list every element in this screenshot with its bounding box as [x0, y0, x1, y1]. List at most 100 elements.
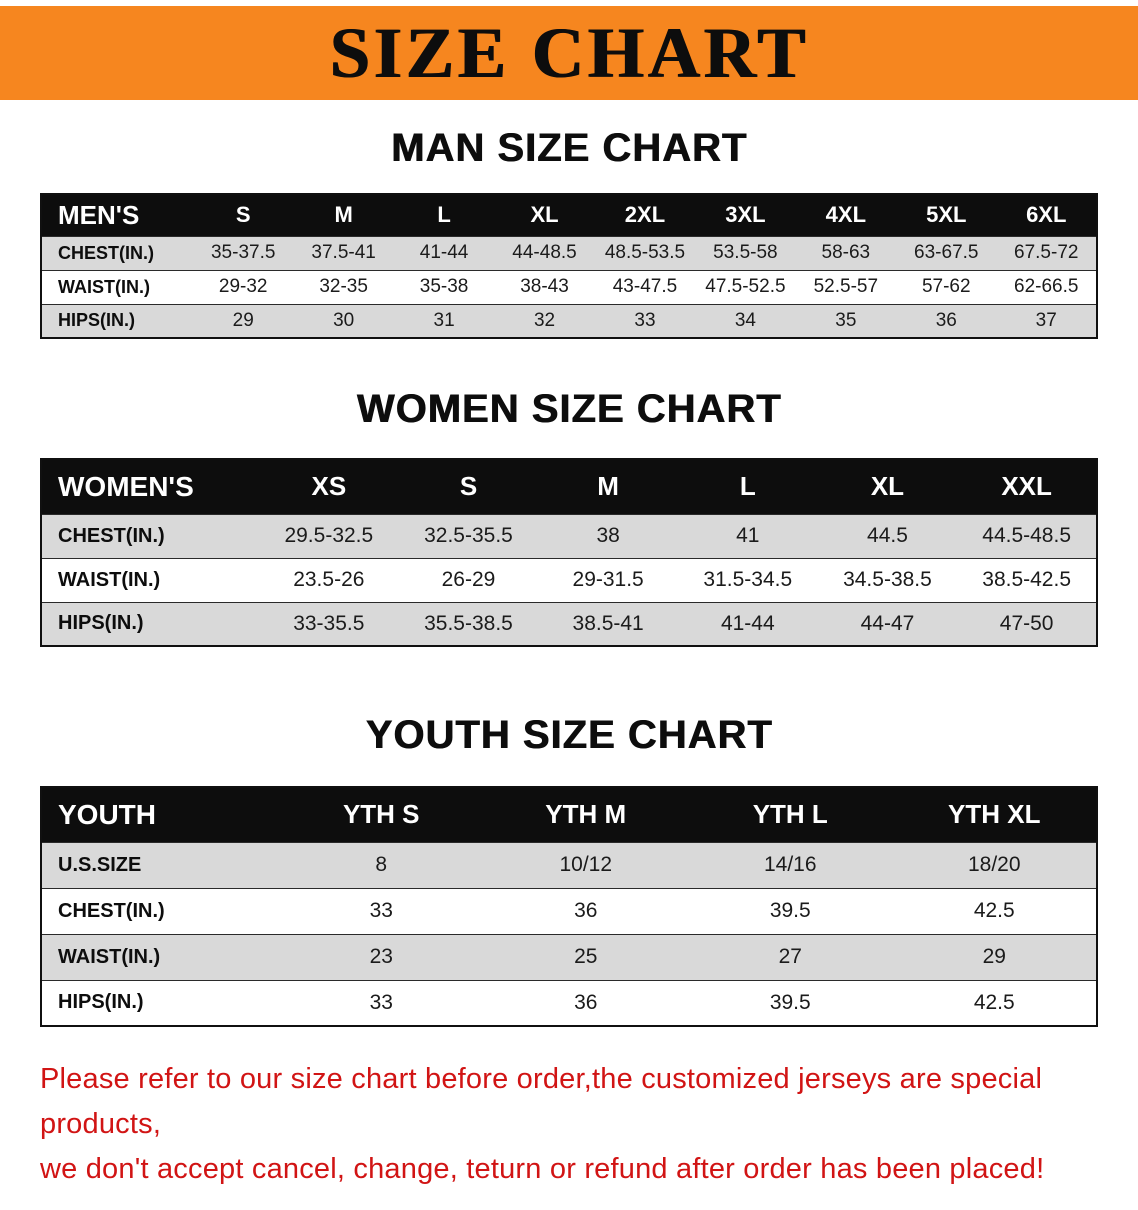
- youth-size-table: YOUTH YTH S YTH M YTH L YTH XL U.S.SIZE 8 10/12…: [40, 786, 1098, 1027]
- size-value: 62-66.5: [1014, 276, 1079, 297]
- size-value: 29: [982, 945, 1006, 968]
- row-label: HIPS(IN.): [58, 991, 144, 1014]
- disclaimer: Please refer to our size chart before or…: [0, 1057, 1138, 1210]
- size-value: 37: [1035, 309, 1057, 331]
- youth-size-column-header: YTH XL: [948, 799, 1041, 830]
- row-label: WAIST(IN.): [58, 568, 161, 591]
- size-value: 27: [778, 945, 802, 968]
- women-size-chart-section: WOMEN SIZE CHART WOMEN'S XS S M L XL XXL CHEST(…: [0, 387, 1138, 647]
- size-value: 41-44: [419, 242, 469, 263]
- women-corner-label: WOMEN'S: [58, 470, 194, 502]
- women-size-table: WOMEN'S XS S M L XL XXL CHEST(IN.) 29.5-32.5 32.5…: [40, 458, 1098, 647]
- size-value: 36: [574, 990, 598, 1014]
- size-value: 38.5-42.5: [982, 568, 1072, 591]
- size-value: 53.5-58: [713, 242, 778, 263]
- size-value: 44.5-48.5: [982, 524, 1072, 547]
- size-value: 14/16: [763, 853, 817, 876]
- youth-size-column-header: YTH L: [752, 799, 828, 830]
- row-label: WAIST(IN.): [58, 276, 150, 297]
- men-table-row: WAIST(IN.) 29-32 32-35 35-38 38-43 43-47.5 47.…: [41, 270, 1097, 304]
- size-value: 44-48.5: [512, 242, 577, 263]
- size-value: 47.5-52.5: [705, 276, 786, 297]
- size-value: 25: [574, 945, 598, 968]
- men-table-row: CHEST(IN.) 35-37.5 37.5-41 41-44 44-48.5 48.5…: [41, 236, 1097, 270]
- men-size-column-header: M: [334, 202, 353, 228]
- women-size-column-header: S: [459, 471, 478, 502]
- size-value: 31: [433, 309, 455, 331]
- size-value: 44.5: [867, 524, 908, 547]
- size-value: 10/12: [559, 853, 613, 876]
- women-section-title: WOMEN SIZE CHART: [356, 387, 782, 431]
- size-value: 39.5: [769, 990, 811, 1014]
- women-table-row: HIPS(IN.) 33-35.5 35.5-38.5 38.5-41 41-44 44-…: [41, 602, 1097, 646]
- men-size-column-header: S: [235, 202, 251, 228]
- size-value: 32: [533, 309, 556, 331]
- row-label: U.S.SIZE: [58, 853, 142, 876]
- row-label: CHEST(IN.): [58, 524, 165, 547]
- size-value: 36: [574, 899, 598, 922]
- women-header-row: WOMEN'S XS S M L XL XXL: [41, 459, 1097, 514]
- banner: SIZE CHART: [0, 6, 1138, 100]
- row-label: WAIST(IN.): [58, 945, 161, 968]
- women-size-column-header: XXL: [1001, 471, 1052, 502]
- size-value: 34: [734, 309, 756, 331]
- men-size-table: MEN'S S M L XL 2XL 3XL 4XL 5XL 6XL CHEST(IN.) 35-37…: [40, 193, 1098, 339]
- size-value: 23: [369, 945, 393, 968]
- size-value: 58-63: [821, 242, 871, 263]
- size-value: 26-29: [441, 568, 496, 591]
- youth-size-column-header: YTH M: [545, 799, 627, 830]
- size-value: 30: [333, 309, 355, 331]
- youth-size-chart-section: YOUTH SIZE CHART YOUTH YTH S YTH M YTH L YTH…: [0, 713, 1138, 1027]
- size-value: 36: [935, 309, 957, 331]
- women-size-column-header: M: [597, 471, 619, 502]
- size-value: 33-35.5: [293, 611, 365, 635]
- size-value: 41: [736, 524, 760, 547]
- disclaimer-line-1: Please refer to our size chart before or…: [40, 1063, 1043, 1140]
- size-value: 38-43: [520, 276, 569, 297]
- men-size-column-header: 2XL: [624, 202, 666, 228]
- size-value: 42.5: [973, 899, 1015, 922]
- page-title: SIZE CHART: [329, 13, 809, 93]
- size-value: 43-47.5: [612, 276, 678, 297]
- size-value: 18/20: [967, 853, 1021, 876]
- size-value: 29-32: [218, 276, 268, 297]
- women-size-column-header: XL: [870, 471, 905, 502]
- youth-table-row: CHEST(IN.) 33 36 39.5 42.5: [41, 888, 1097, 934]
- row-label: CHEST(IN.): [58, 242, 154, 263]
- size-value: 37.5-41: [311, 242, 376, 263]
- row-label: CHEST(IN.): [58, 899, 165, 922]
- youth-table-row: WAIST(IN.) 23 25 27 29: [41, 934, 1097, 980]
- size-value: 8: [375, 853, 388, 876]
- men-size-column-header: 4XL: [825, 202, 867, 228]
- size-value: 47-50: [999, 611, 1054, 635]
- men-section-title: MAN SIZE CHART: [390, 126, 748, 170]
- size-chart-page: SIZE CHART MAN SIZE CHART MEN'S S M L XL 2XL 3…: [0, 6, 1138, 1210]
- women-table-row: WAIST(IN.) 23.5-26 26-29 29-31.5 31.5-34.5 34…: [41, 558, 1097, 602]
- size-value: 42.5: [973, 990, 1015, 1014]
- row-label: HIPS(IN.): [58, 612, 144, 635]
- youth-header-row: YOUTH YTH S YTH M YTH L YTH XL: [41, 787, 1097, 842]
- size-value: 35-37.5: [210, 242, 276, 263]
- size-value: 32.5-35.5: [424, 524, 513, 547]
- size-value: 32-35: [319, 276, 368, 297]
- youth-size-column-header: YTH S: [342, 799, 420, 830]
- size-value: 35: [835, 309, 857, 331]
- women-table-row: CHEST(IN.) 29.5-32.5 32.5-35.5 38 41 44.5 44.5…: [41, 514, 1097, 558]
- youth-table-row: U.S.SIZE 8 10/12 14/16 18/20: [41, 842, 1097, 888]
- size-value: 35-38: [419, 276, 469, 297]
- size-value: 38: [596, 524, 620, 547]
- men-size-column-header: 5XL: [926, 202, 967, 228]
- size-value: 44-47: [860, 611, 915, 635]
- youth-section-title: YOUTH SIZE CHART: [365, 713, 773, 757]
- size-value: 52.5-57: [813, 276, 879, 297]
- size-value: 41-44: [720, 611, 775, 635]
- size-value: 29-31.5: [572, 568, 644, 591]
- size-value: 23.5-26: [293, 568, 365, 591]
- size-value: 39.5: [769, 899, 811, 922]
- men-size-column-header: L: [437, 202, 451, 228]
- disclaimer-line-2: we don't accept cancel, change, teturn o…: [40, 1152, 1045, 1185]
- size-value: 48.5-53.5: [604, 242, 686, 263]
- size-value: 31.5-34.5: [703, 568, 793, 591]
- size-value: 63-67.5: [914, 242, 979, 263]
- men-size-column-header: 3XL: [725, 202, 766, 228]
